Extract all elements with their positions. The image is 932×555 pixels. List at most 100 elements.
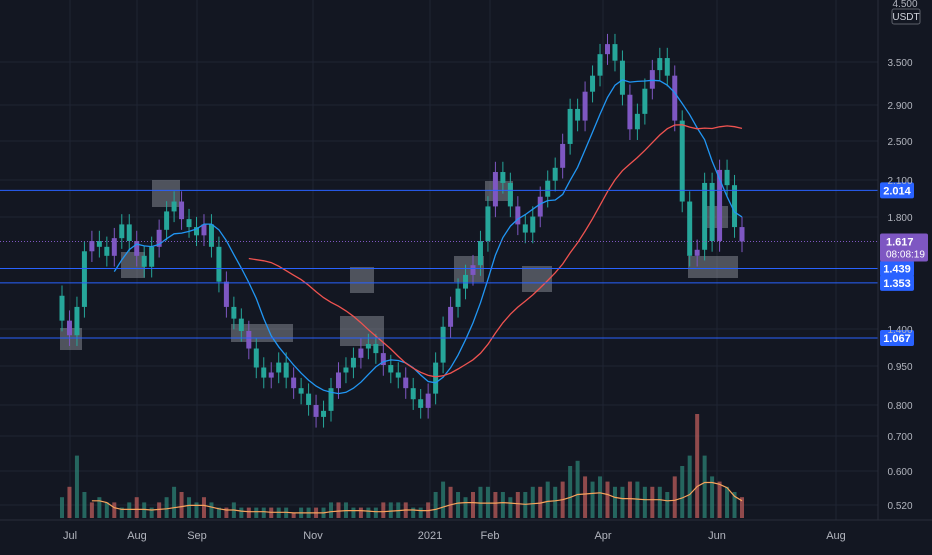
volume-bar [657, 486, 662, 518]
level-label-bg [880, 330, 914, 347]
price-tick-label: 0.950 [887, 362, 912, 373]
candle-body [627, 94, 633, 130]
currency-badge[interactable]: USDT [892, 12, 919, 23]
time-tick-label: Feb [481, 530, 500, 542]
candle-body [104, 246, 110, 256]
price-axis[interactable]: 3.500 2.900 2.500 2.100 1.800 1.400 0.950 0.800… [887, 58, 912, 512]
highlight-zone [340, 316, 384, 346]
highlight-zone [485, 181, 513, 201]
volume-bar [553, 486, 558, 518]
candle-body [171, 201, 177, 212]
candle-body [149, 246, 155, 267]
candle-body [96, 241, 102, 247]
time-axis[interactable]: Jul Aug Sep Nov 2021 Feb Apr Jun Aug [63, 530, 846, 542]
volume-bar [598, 476, 603, 518]
volume-bar [702, 455, 707, 518]
volume-bar [612, 486, 617, 518]
volume-bar [411, 507, 416, 518]
price-tick-label: 2.500 [887, 137, 912, 148]
candle-body [507, 182, 513, 207]
volume-bar [456, 492, 461, 518]
candle-body [649, 70, 655, 89]
candle-body [268, 372, 274, 378]
volume-bar [119, 507, 124, 518]
volume-bar [493, 492, 498, 518]
price-axis-top-label: 4.500 [892, 0, 917, 10]
candle-body [433, 362, 439, 394]
candle-body [126, 224, 132, 242]
candle-body [291, 377, 297, 389]
volume-bar [112, 502, 117, 518]
volume-bar [627, 481, 632, 518]
volume-bar [157, 502, 162, 518]
volume-bar [366, 507, 371, 518]
candle-body [388, 365, 394, 373]
volume-bar [448, 486, 453, 518]
candle-body [679, 120, 685, 202]
volume-bar [104, 502, 109, 518]
volume-bar [89, 502, 94, 518]
time-tick-label: Apr [594, 530, 611, 542]
level-label: 2.014 [883, 185, 911, 197]
volume-bar [329, 502, 334, 518]
volume-bar [538, 486, 543, 518]
volume-bar [463, 497, 468, 518]
candle-body [253, 348, 259, 368]
candle-body [216, 246, 222, 282]
candle-body [276, 362, 282, 373]
time-tick-label: 2021 [418, 530, 442, 542]
volume-bar [470, 492, 475, 518]
candle-body [492, 172, 498, 207]
volume-bar [127, 502, 132, 518]
price-tick-label: 2.900 [887, 101, 912, 112]
candle-body [403, 377, 409, 389]
last-price-label: 1.617 [886, 236, 914, 248]
candle-body [440, 326, 446, 363]
candle-body [201, 224, 207, 236]
volume-bar [187, 497, 192, 518]
time-tick-label: Nov [303, 530, 323, 542]
volume-bar [209, 502, 214, 518]
time-tick-label: Sep [187, 530, 207, 542]
volume-bar [358, 507, 363, 518]
volume-bar [142, 502, 147, 518]
candle-body [694, 249, 700, 256]
volume-bar [590, 481, 595, 518]
horizontal-levels[interactable]: 2.014 1.439 1.353 1.067 [0, 182, 914, 347]
candle-body [537, 196, 543, 217]
ma-slow-line [248, 124, 743, 378]
candle-body [634, 113, 640, 130]
volume-ma-line [91, 481, 743, 514]
candle-body [642, 88, 648, 114]
candle-body [619, 60, 625, 95]
volume-bar [478, 486, 483, 518]
candle-body [485, 206, 491, 242]
volume-bar [164, 497, 169, 518]
candle-body [732, 185, 738, 228]
candle-body [358, 348, 364, 358]
candle-body [74, 306, 80, 336]
candle-body [373, 344, 379, 354]
candle-body [739, 227, 745, 242]
candle-body [246, 330, 252, 349]
volume-bar [246, 507, 251, 518]
price-countdown: 08:08:19 [886, 249, 925, 260]
volume-bar [695, 414, 700, 518]
level-label: 1.439 [883, 264, 911, 276]
volume-bar [508, 497, 513, 518]
time-tick-label: Aug [127, 530, 147, 542]
currency-badge-frame[interactable] [891, 8, 921, 25]
candle-body [463, 274, 469, 289]
volume-bars [60, 414, 744, 518]
candle-body [590, 75, 596, 92]
candle-body [365, 344, 371, 349]
candle-body [597, 54, 603, 76]
volume-bar [179, 492, 184, 518]
ma-fast-line [113, 79, 743, 395]
candle-body [261, 367, 267, 378]
volume-bar [732, 492, 737, 518]
candle-body [530, 216, 536, 233]
